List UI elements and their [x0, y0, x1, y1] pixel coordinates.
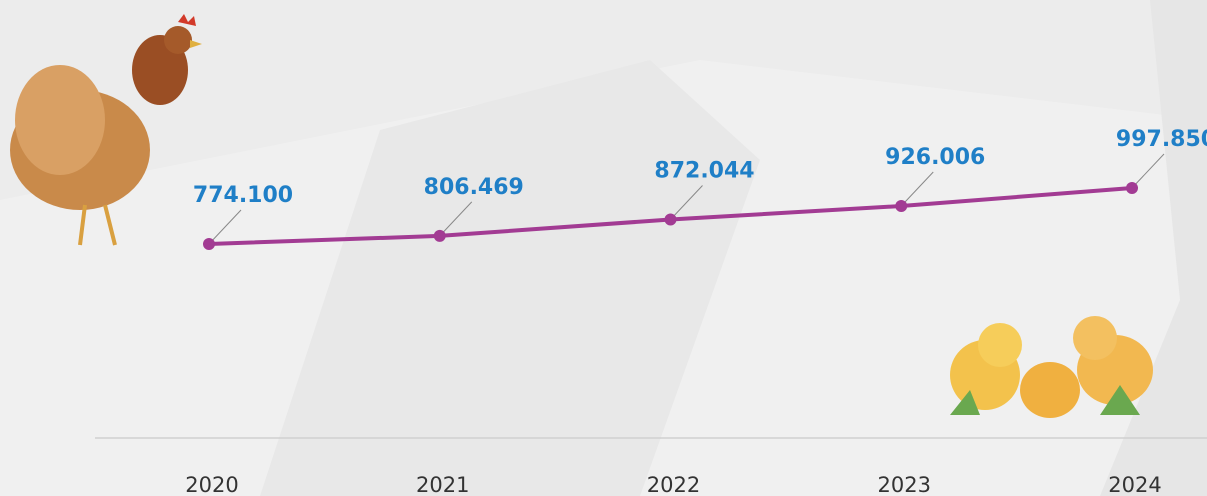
data-label: 774.100	[193, 183, 293, 208]
data-point	[1126, 182, 1138, 194]
x-tick-label: 2020	[185, 473, 238, 496]
data-point	[203, 238, 215, 250]
data-label: 872.044	[654, 158, 754, 183]
data-point	[434, 230, 446, 242]
x-tick-label: 2022	[647, 473, 700, 496]
x-tick-label: 2024	[1108, 473, 1161, 496]
x-tick-label: 2021	[416, 473, 469, 496]
data-label: 806.469	[424, 175, 524, 200]
x-tick-label: 2023	[878, 473, 931, 496]
data-point	[665, 213, 677, 225]
data-point	[895, 200, 907, 212]
data-label: 997.850	[1116, 127, 1207, 152]
data-label: 926.006	[885, 145, 985, 170]
chart: 2020 2021 2022 2023 2024 774.100 806.469 872.04…	[0, 0, 1207, 496]
